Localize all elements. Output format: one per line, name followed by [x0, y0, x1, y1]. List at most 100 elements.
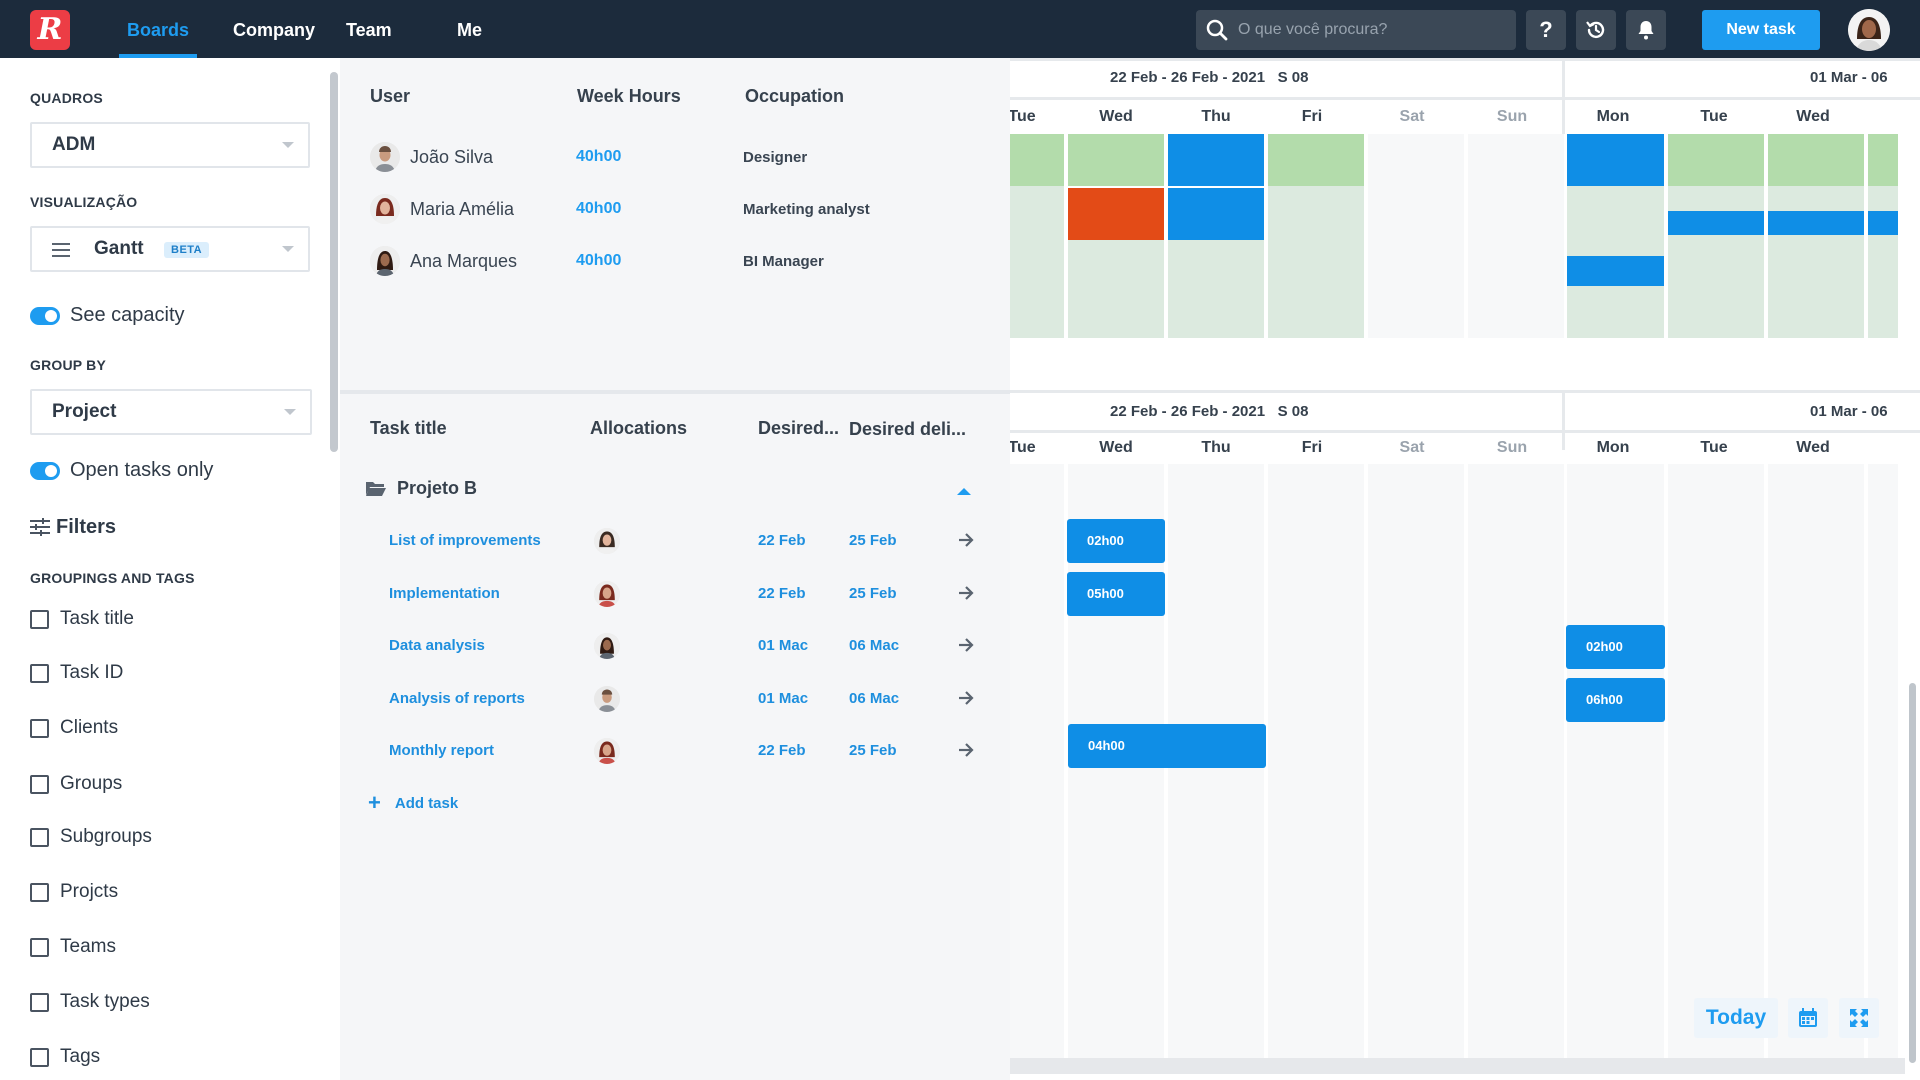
panel-divider[interactable]	[340, 390, 1010, 394]
task-title[interactable]: Implementation	[389, 585, 500, 602]
capacity-cell[interactable]	[1768, 186, 1864, 338]
capacity-cell[interactable]	[1010, 134, 1064, 186]
arrow-right-icon[interactable]	[956, 530, 976, 550]
allocation-cell[interactable]	[1567, 134, 1664, 186]
fullscreen-button[interactable]	[1839, 998, 1879, 1038]
task-bar[interactable]: 02h00	[1067, 519, 1165, 563]
task-bar[interactable]: 05h00	[1067, 572, 1165, 616]
task-title[interactable]: Data analysis	[389, 637, 485, 654]
day-column[interactable]	[1268, 464, 1364, 1058]
checkbox[interactable]	[30, 993, 49, 1012]
day-header: Mon	[1596, 439, 1630, 456]
over-capacity-cell[interactable]	[1068, 188, 1164, 240]
see-capacity-toggle[interactable]	[30, 307, 60, 325]
task-title[interactable]: Analysis of reports	[389, 690, 525, 707]
sidebar-scrollbar[interactable]	[330, 72, 338, 452]
nav-me[interactable]: Me	[457, 20, 483, 40]
capacity-cell[interactable]	[1068, 134, 1164, 186]
notifications-button[interactable]	[1626, 10, 1666, 50]
task-title[interactable]: List of improvements	[389, 532, 541, 549]
collapse-caret-icon[interactable]	[957, 488, 971, 495]
day-column[interactable]	[1368, 464, 1464, 1058]
nav-boards[interactable]: Boards	[118, 0, 198, 58]
new-task-button[interactable]: New task	[1702, 10, 1820, 50]
search-input[interactable]	[1238, 10, 1508, 50]
search-box[interactable]	[1196, 10, 1516, 50]
capacity-cell[interactable]	[1168, 240, 1264, 338]
checkbox[interactable]	[30, 1048, 49, 1067]
task-row[interactable]: Analysis of reports 01 Mac 06 Mac	[340, 682, 1010, 716]
checkbox[interactable]	[30, 775, 49, 794]
task-bar[interactable]: 06h00	[1566, 678, 1665, 722]
open-tasks-toggle[interactable]	[30, 462, 60, 480]
checkbox[interactable]	[30, 719, 49, 738]
task-bar[interactable]: 04h00	[1068, 724, 1266, 768]
day-column[interactable]	[1768, 464, 1864, 1058]
group-by-select[interactable]: Project	[30, 389, 312, 435]
vertical-scrollbar[interactable]	[1909, 683, 1916, 1063]
capacity-cell[interactable]	[1768, 134, 1864, 186]
day-column[interactable]	[1010, 464, 1064, 1058]
arrow-right-icon[interactable]	[956, 688, 976, 708]
day-column[interactable]	[1468, 464, 1564, 1058]
checkbox[interactable]	[30, 664, 49, 683]
see-capacity-label: See capacity	[70, 304, 185, 326]
arrow-right-icon[interactable]	[956, 583, 976, 603]
user-row[interactable]: João Silva 40h00 Designer	[370, 142, 990, 174]
checkbox[interactable]	[30, 828, 49, 847]
history-button[interactable]	[1576, 10, 1616, 50]
task-row[interactable]: Data analysis 01 Mac 06 Mac	[340, 629, 1010, 663]
arrow-right-icon[interactable]	[956, 740, 976, 760]
allocation-cell[interactable]	[1868, 211, 1898, 235]
arrow-right-icon[interactable]	[956, 635, 976, 655]
occupation-column-header[interactable]: Occupation	[745, 86, 845, 106]
capacity-cell[interactable]	[1868, 134, 1898, 186]
desired-start-column-header[interactable]: Desired...	[758, 418, 840, 438]
day-column[interactable]	[1868, 464, 1898, 1058]
capacity-cell[interactable]	[1868, 186, 1898, 338]
help-button[interactable]: ?	[1526, 10, 1566, 50]
allocation-cell[interactable]	[1668, 211, 1764, 235]
today-button[interactable]: Today	[1694, 998, 1778, 1038]
capacity-cell[interactable]	[1668, 186, 1764, 338]
allocation-cell[interactable]	[1567, 256, 1664, 286]
checkbox[interactable]	[30, 610, 49, 629]
desired-delivery-column-header[interactable]: Desired deli...	[849, 419, 967, 439]
checkbox[interactable]	[30, 883, 49, 902]
horizontal-scrollbar[interactable]	[1010, 1058, 1905, 1074]
task-title[interactable]: Monthly report	[389, 742, 494, 759]
task-row[interactable]: Monthly report 22 Feb 25 Feb	[340, 734, 1010, 768]
allocation-cell[interactable]	[1168, 134, 1264, 186]
filters-button[interactable]: Filters	[30, 516, 116, 539]
nav-team[interactable]: Team	[346, 20, 392, 40]
user-row[interactable]: Ana Marques 40h00 BI Manager	[370, 246, 990, 278]
allocation-cell[interactable]	[1168, 188, 1264, 240]
task-bar[interactable]: 02h00	[1566, 625, 1665, 669]
add-task-label: Add task	[394, 795, 459, 812]
capacity-cell[interactable]	[1068, 240, 1164, 338]
allocation-cell[interactable]	[1768, 211, 1864, 235]
add-task-button[interactable]: + Add task	[368, 790, 458, 816]
user-column-header[interactable]: User	[370, 86, 411, 106]
capacity-cell[interactable]	[1668, 134, 1764, 186]
capacity-cell[interactable]	[1268, 186, 1364, 338]
calendar-button[interactable]	[1788, 998, 1828, 1038]
view-select[interactable]: Gantt BETA	[30, 226, 310, 272]
nav-company[interactable]: Company	[233, 20, 316, 40]
user-avatar[interactable]	[1848, 9, 1890, 51]
week-hours-column-header[interactable]: Week Hours	[577, 86, 681, 106]
user-row[interactable]: Maria Amélia 40h00 Marketing analyst	[370, 194, 990, 226]
day-column[interactable]	[1668, 464, 1764, 1058]
board-select[interactable]: ADM	[30, 122, 310, 168]
avatar	[370, 246, 400, 276]
capacity-cell[interactable]	[1268, 134, 1364, 186]
day-column[interactable]	[1567, 464, 1664, 1058]
app-logo[interactable]: R	[30, 10, 70, 50]
task-title-column-header[interactable]: Task title	[370, 418, 447, 438]
task-row[interactable]: List of improvements 22 Feb 25 Feb	[340, 524, 1010, 558]
capacity-cell[interactable]	[1010, 186, 1064, 338]
task-row[interactable]: Implementation 22 Feb 25 Feb	[340, 577, 1010, 611]
project-group-header[interactable]: Projeto B	[365, 478, 477, 499]
checkbox[interactable]	[30, 938, 49, 957]
allocations-column-header[interactable]: Allocations	[590, 418, 688, 438]
